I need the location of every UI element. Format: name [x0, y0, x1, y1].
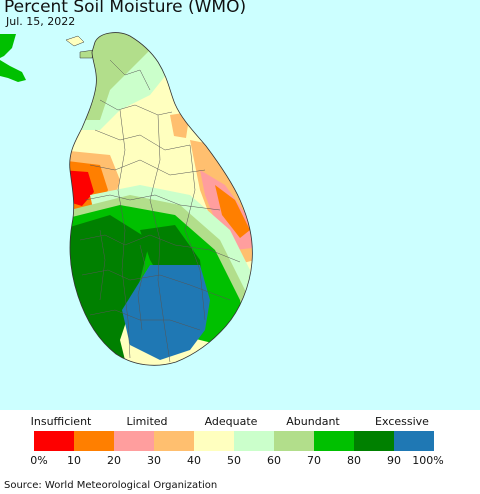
map-area: Percent Soil Moisture (WMO) Jul. 15, 202… — [0, 0, 480, 410]
legend-swatch — [394, 431, 434, 451]
india-landmass — [0, 34, 16, 58]
map-date: Jul. 15, 2022 — [6, 15, 76, 28]
legend: Insufficient Limited Adequate Abundant E… — [0, 410, 480, 494]
source-credit: Source: World Meteorological Organizatio… — [4, 480, 218, 491]
legend-category-excessive: Excessive — [375, 415, 429, 428]
legend-tick-label: 80 — [347, 454, 361, 467]
soil-moisture-map — [0, 32, 253, 366]
legend-category-limited: Limited — [126, 415, 168, 428]
legend-tick-label: 90 — [387, 454, 401, 467]
legend-swatch — [154, 431, 194, 451]
legend-swatch — [354, 431, 394, 451]
legend-swatch — [234, 431, 274, 451]
district-boundaries — [79, 59, 241, 363]
legend-tick-label: 100% — [412, 454, 444, 467]
legend-swatch — [74, 431, 114, 451]
zone-west-insufficient — [69, 170, 94, 206]
legend-colorbar — [34, 431, 435, 451]
legend-tick-label: 0% — [30, 454, 48, 467]
zone-east-dry — [215, 185, 250, 238]
moisture-zones — [69, 32, 253, 366]
legend-category-adequate: Adequate — [204, 415, 258, 428]
legend-swatch — [314, 431, 354, 451]
legend-tick-label: 40 — [187, 454, 201, 467]
legend-swatch — [194, 431, 234, 451]
legend-tick-label: 20 — [107, 454, 121, 467]
legend-tick-label: 70 — [307, 454, 321, 467]
legend-category-abundant: Abundant — [286, 415, 340, 428]
map-title: Percent Soil Moisture (WMO) — [4, 0, 247, 17]
legend-category-insufficient: Insufficient — [30, 415, 92, 428]
india-coast — [0, 60, 26, 82]
zone-excessive — [122, 265, 210, 360]
legend-tick-label: 30 — [147, 454, 161, 467]
legend-tick-label: 50 — [227, 454, 241, 467]
legend-tick-label: 60 — [267, 454, 281, 467]
legend-swatch — [114, 431, 154, 451]
island-outline — [69, 32, 253, 366]
legend-tick-label: 10 — [67, 454, 81, 467]
island-delft — [65, 35, 85, 47]
legend-swatch — [34, 431, 74, 451]
island-kayts — [79, 49, 95, 59]
legend-swatch — [274, 431, 314, 451]
